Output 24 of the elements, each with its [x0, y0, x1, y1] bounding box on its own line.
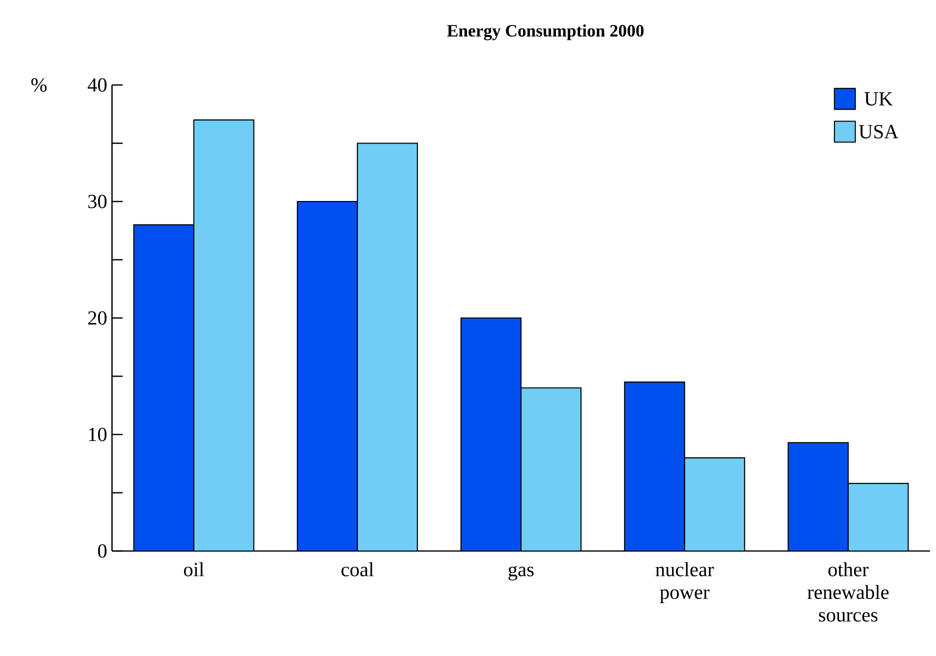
bar [684, 457, 746, 551]
bar [193, 119, 254, 551]
y-tick-label: 30 [88, 194, 107, 208]
x-tick-label: nuclear power [656, 562, 714, 604]
x-tick-label: coal [342, 562, 374, 576]
bar [788, 442, 849, 551]
y-axis-title: % [31, 78, 47, 92]
bar [296, 200, 358, 551]
bar [460, 317, 522, 551]
y-tick-label: 20 [88, 311, 107, 325]
x-tick-label: oil [184, 562, 204, 576]
bar [848, 482, 909, 551]
bar [520, 387, 582, 551]
x-tick-label: gas [508, 566, 534, 580]
y-tick-label: 0 [98, 544, 107, 558]
y-tick-label: 40 [88, 78, 107, 92]
x-tick-label: other renewable sources [808, 562, 889, 622]
chart-title: Energy Consumption 2000 [447, 24, 644, 40]
legend-label: UK [864, 92, 893, 106]
y-tick-label: 10 [89, 428, 107, 442]
legend-label: USA [858, 125, 898, 138]
bar [133, 224, 194, 551]
bar [624, 382, 686, 551]
bar [356, 142, 418, 551]
